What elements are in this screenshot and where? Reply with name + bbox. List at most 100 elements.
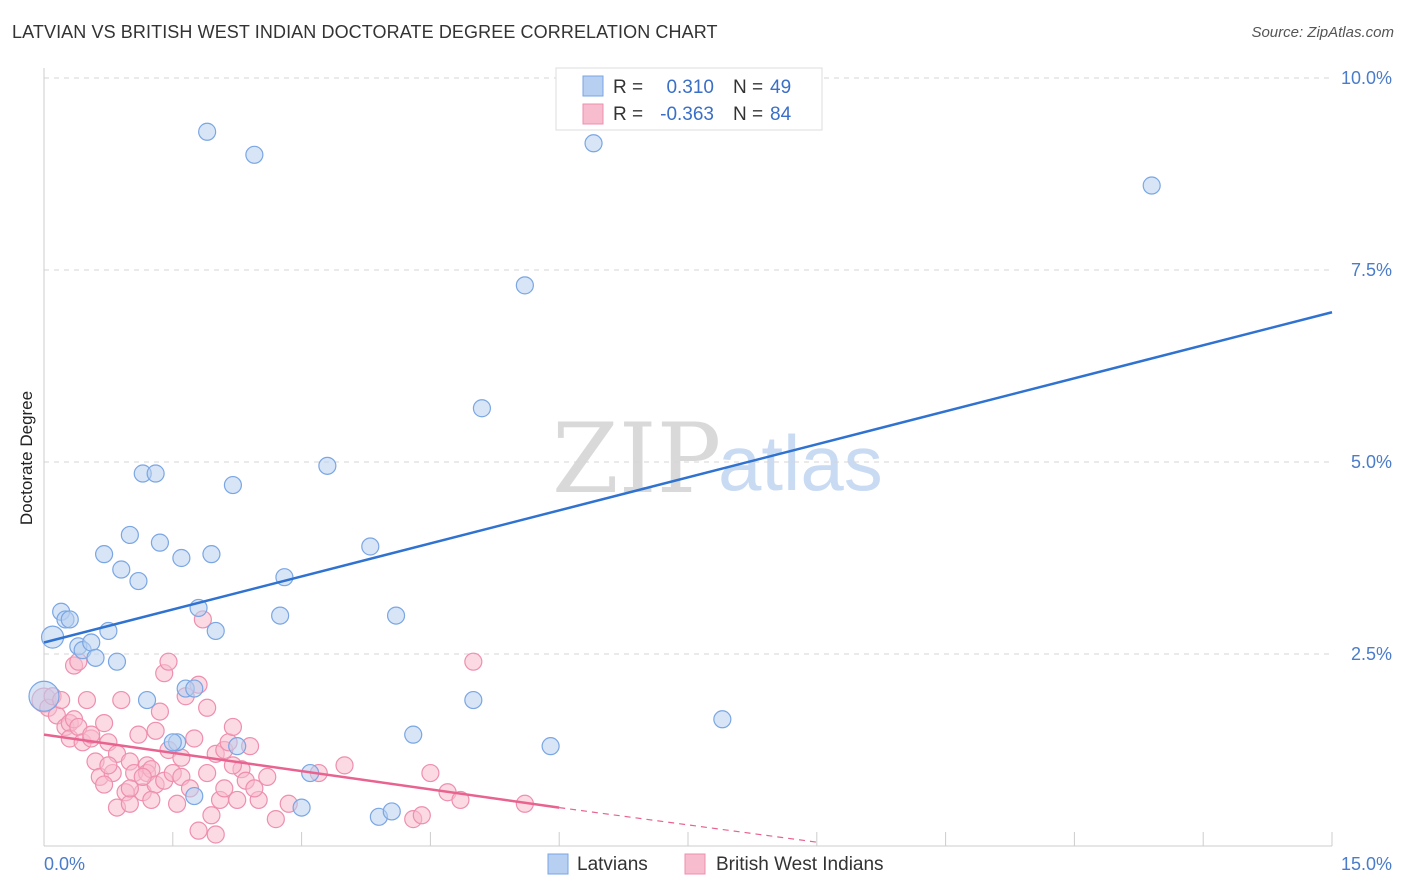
- latvian-point: [464, 690, 483, 710]
- bwi-point: [99, 756, 118, 775]
- bwi-trend-line: [43, 733, 560, 809]
- latvian-point: [163, 733, 182, 752]
- bwi-point: [95, 775, 114, 794]
- bwi-point: [120, 779, 139, 798]
- latvians-trend-line: [43, 311, 1333, 644]
- latvian-point: [541, 737, 560, 756]
- bwi-point: [150, 702, 170, 721]
- bwi-point: [133, 767, 152, 786]
- bwi-point: [82, 725, 101, 744]
- latvian-point: [185, 679, 204, 698]
- bwi-point: [185, 729, 204, 748]
- bwi-point: [172, 748, 191, 767]
- latvian-point: [318, 456, 337, 475]
- latvian-point: [146, 464, 165, 483]
- bwi-point: [129, 725, 148, 744]
- y-axis-title: Doctorate Degree: [17, 391, 36, 525]
- watermark-zip: ZIP: [552, 403, 721, 515]
- latvian-point: [223, 475, 243, 495]
- latvian-point: [150, 533, 170, 552]
- latvian-point: [713, 710, 732, 729]
- bottom-legend-latvians: Latvians: [577, 854, 648, 875]
- source-credit: Source: ZipAtlas.com: [1251, 24, 1394, 41]
- bwi-point: [159, 652, 178, 671]
- bwi-point: [412, 806, 431, 825]
- bwi-point: [421, 763, 440, 783]
- bwi-point: [223, 717, 243, 737]
- y-tick-label: 2.5%: [1351, 644, 1392, 664]
- latvian-point: [382, 802, 401, 821]
- latvian-point: [28, 680, 60, 712]
- latvian-point: [472, 399, 492, 418]
- correlation-legend: R = 0.310 N = 49 R = -0.363 N = 84: [555, 67, 823, 131]
- bwi-point: [228, 790, 247, 810]
- bwi-point: [167, 794, 187, 813]
- bwi-point: [189, 821, 208, 840]
- bottom-legend-swatch-latvians: [547, 853, 569, 875]
- bwi-point: [206, 825, 225, 844]
- legend-n-label-1: N =: [733, 77, 763, 98]
- latvians-points: [28, 122, 1161, 826]
- legend-r-value-1: 0.310: [666, 77, 714, 98]
- latvian-point: [292, 798, 311, 817]
- bwi-point: [451, 790, 470, 810]
- bwi-point: [142, 790, 161, 810]
- bwi-point: [95, 714, 114, 733]
- latvian-point: [129, 571, 148, 591]
- legend-r-label-2: R =: [613, 104, 643, 125]
- y-tick-label: 7.5%: [1351, 260, 1392, 280]
- x-tick-label-min: 0.0%: [44, 854, 85, 874]
- x-ticks: [43, 832, 1333, 846]
- legend-n-value-2: 84: [770, 104, 792, 125]
- bwi-point: [245, 779, 264, 798]
- legend-r-label-1: R =: [613, 77, 643, 98]
- latvian-point: [198, 122, 217, 141]
- y-tick-label: 10.0%: [1341, 68, 1392, 88]
- bwi-point: [464, 652, 483, 671]
- y-tick-labels: 2.5% 5.0% 7.5% 10.0%: [1341, 68, 1392, 664]
- latvian-point: [137, 690, 157, 710]
- latvian-point: [386, 606, 406, 625]
- x-tick-label-max: 15.0%: [1341, 854, 1392, 874]
- legend-n-label-2: N =: [733, 104, 763, 125]
- bwi-point: [202, 806, 221, 825]
- bwi-point: [258, 767, 277, 786]
- chart-title: LATVIAN VS BRITISH WEST INDIAN DOCTORATE…: [12, 22, 718, 42]
- latvian-point: [584, 134, 603, 153]
- series-legend: Latvians British West Indians: [547, 853, 884, 875]
- bwi-point: [146, 721, 165, 740]
- latvian-point: [228, 737, 247, 756]
- legend-swatch-latvians: [582, 75, 604, 97]
- watermark: ZIP atlas: [552, 403, 883, 515]
- bwi-point: [335, 756, 354, 775]
- latvian-point: [1142, 176, 1161, 195]
- bwi-point: [112, 690, 131, 710]
- bwi-point: [77, 690, 97, 710]
- bwi-point: [266, 810, 285, 829]
- latvian-point: [271, 606, 290, 625]
- latvian-point: [361, 537, 380, 556]
- bwi-point: [198, 763, 217, 783]
- bwi-point: [215, 779, 234, 798]
- latvian-point: [107, 652, 127, 671]
- bottom-legend-swatch-bwi: [684, 853, 706, 875]
- legend-swatch-bwi: [582, 103, 604, 125]
- latvian-point: [95, 545, 114, 564]
- latvian-point: [185, 786, 204, 806]
- latvian-point: [206, 621, 225, 641]
- latvian-point: [202, 545, 221, 564]
- bottom-legend-bwi: British West Indians: [716, 854, 884, 875]
- latvian-point: [82, 633, 101, 652]
- trend-lines: [43, 311, 1333, 843]
- legend-n-value-1: 49: [770, 77, 791, 98]
- legend-r-value-2: -0.363: [660, 104, 714, 125]
- latvian-point: [404, 725, 423, 744]
- bwi-point: [198, 698, 217, 717]
- latvian-point: [245, 145, 264, 164]
- y-tick-label: 5.0%: [1351, 452, 1392, 472]
- latvian-point: [60, 610, 79, 629]
- latvian-point: [120, 525, 139, 545]
- british-west-indians-points: [31, 610, 534, 844]
- latvian-point: [172, 548, 191, 568]
